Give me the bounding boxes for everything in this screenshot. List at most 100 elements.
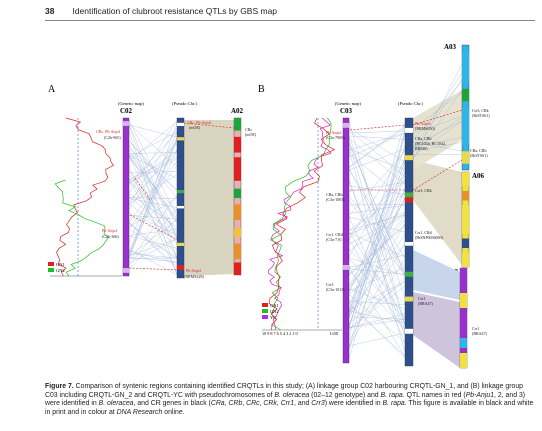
- label: GN2: [270, 309, 279, 314]
- label: (mOE): [245, 132, 257, 137]
- synteny-link: [348, 319, 406, 328]
- header-rule: [45, 20, 535, 21]
- synteny-link: [128, 151, 178, 202]
- synteny-link: [412, 115, 463, 134]
- synteny-link: [128, 174, 178, 238]
- chromosome: [342, 117, 350, 364]
- synteny-link: [348, 258, 406, 320]
- label: CRc, Pb-Anju1: [96, 129, 121, 135]
- label: YC: [270, 315, 276, 320]
- caption-text: , and: [294, 400, 312, 408]
- chromosome-band: [462, 151, 469, 164]
- chromosome-band: [177, 206, 184, 209]
- synteny-link: [348, 224, 406, 275]
- caption-text: . QTL names in red (: [402, 391, 466, 399]
- synteny-link: [128, 239, 178, 264]
- label: LOD: [330, 331, 338, 336]
- label: Crr1: [418, 296, 425, 301]
- synteny-link: [348, 214, 406, 231]
- legend-swatch: [48, 262, 54, 266]
- synteny-link: [128, 171, 178, 173]
- caption-text: (02–12 genotype) and: [309, 391, 381, 399]
- chromosome-band: [405, 155, 413, 161]
- caption-text: B. rapa: [382, 400, 405, 408]
- synteny-link: [128, 195, 178, 239]
- synteny-link: [348, 214, 406, 251]
- synteny-link: [128, 124, 178, 138]
- caption-text: Comparison of syntenic regions containin…: [45, 383, 523, 399]
- caption-text: Crr1: [280, 400, 295, 408]
- label: (BrSNP0036000): [415, 235, 444, 240]
- synteny-link: [128, 165, 178, 229]
- synteny-link: [128, 158, 178, 184]
- label: CRa, CRb: [470, 148, 486, 154]
- label: (C3a-7.0): [326, 237, 342, 242]
- synteny-block: [184, 120, 234, 276]
- synteny-link: [128, 156, 178, 180]
- synteny-link: [412, 79, 463, 153]
- label: CRc: [245, 127, 252, 132]
- label: (BC1034, BC1042,: [415, 141, 446, 147]
- label: BRMS): [415, 146, 428, 151]
- synteny-link: [348, 169, 406, 258]
- label: (Pseudo Chr.): [398, 101, 423, 106]
- synteny-link: [128, 155, 178, 179]
- synteny-link: [128, 197, 178, 228]
- synteny-link: [128, 198, 178, 208]
- label: (Genetic map): [118, 101, 144, 106]
- synteny-link: [348, 138, 406, 185]
- synteny-link: [128, 170, 178, 234]
- legend-swatch: [48, 268, 54, 272]
- synteny-link: [348, 148, 406, 170]
- chromosome-band: [460, 313, 467, 333]
- label: (Genetic map): [335, 101, 361, 106]
- synteny-link: [348, 286, 406, 329]
- synteny-link: [348, 213, 406, 245]
- synteny-link: [348, 125, 406, 168]
- chromosome-band: [405, 127, 413, 133]
- chromosome: [176, 117, 185, 279]
- label: A02: [231, 107, 244, 115]
- synteny-link: [348, 316, 406, 320]
- synteny-link: [348, 216, 406, 233]
- chromosome-band: [405, 271, 413, 277]
- synteny-link: [348, 185, 406, 195]
- chromosome-band: [462, 107, 469, 145]
- synteny-link: [128, 143, 178, 182]
- synteny-link: [128, 149, 178, 221]
- label: (mOE): [189, 125, 201, 130]
- synteny-link: [348, 195, 406, 268]
- label: Pb-Anju1: [186, 268, 202, 273]
- label: CRa, CRb: [326, 192, 342, 198]
- synteny-link: [348, 332, 406, 346]
- synteny-link: [128, 155, 178, 258]
- synteny-link: [128, 253, 178, 259]
- synteny-link: [348, 216, 406, 343]
- caption-text: , 2, and 3) were identified in: [45, 391, 526, 408]
- chromosome-band: [405, 197, 413, 203]
- synteny-link: [348, 193, 406, 231]
- synteny-link: [128, 131, 178, 185]
- legend-swatch: [262, 303, 268, 307]
- synteny-link: [348, 132, 406, 158]
- label: Crr3, CRk: [415, 188, 432, 194]
- chromosome-band: [462, 238, 469, 248]
- synteny-link: [348, 170, 406, 359]
- caption-text: B. oleracea: [98, 400, 134, 408]
- synteny-link: [128, 131, 178, 158]
- label: Crr1, CRd: [326, 232, 343, 238]
- synteny-link: [348, 219, 406, 286]
- caption-text: . This figure is available in black and …: [45, 400, 534, 416]
- synteny-link: [348, 288, 406, 310]
- synteny-link: [128, 180, 178, 259]
- label: A06: [472, 172, 485, 180]
- chromosome-band: [460, 353, 467, 368]
- synteny-link: [348, 150, 406, 216]
- label: (C3a-1003): [326, 197, 345, 202]
- chromosome-band: [405, 328, 413, 334]
- synteny-link: [128, 132, 178, 243]
- label: CRa, CRb: [415, 136, 431, 142]
- legend-swatch: [262, 315, 268, 319]
- synteny-link: [128, 125, 178, 258]
- synteny-link: [348, 143, 406, 326]
